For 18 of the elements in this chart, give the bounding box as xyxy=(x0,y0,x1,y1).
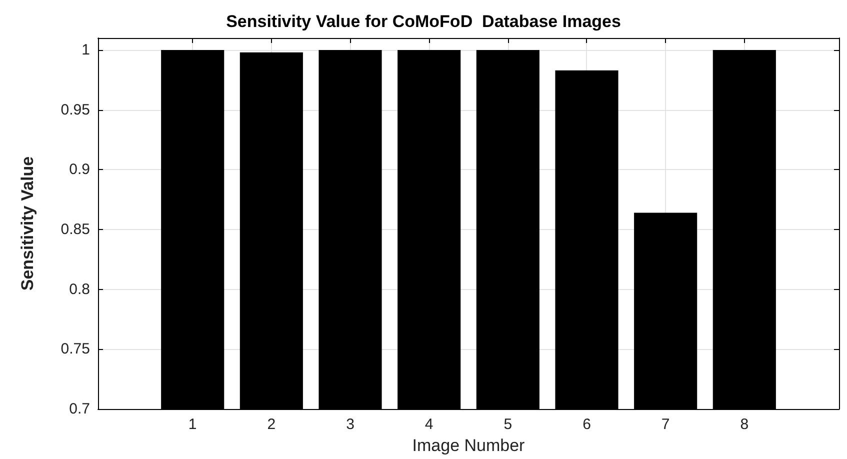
x-tick-label: 8 xyxy=(740,416,749,434)
y-tick-label: 0.8 xyxy=(69,280,90,298)
x-tick-label: 7 xyxy=(661,416,670,434)
chart-title: Sensitivity Value for CoMoFoD Database Images xyxy=(226,12,621,31)
y-tick-label: 0.9 xyxy=(69,161,90,178)
x-tick-label: 2 xyxy=(267,416,276,434)
x-tick-label: 4 xyxy=(424,416,434,434)
y-tick-label: 0.7 xyxy=(69,400,90,418)
x-tick-label: 1 xyxy=(188,416,197,434)
x-tick-label: 6 xyxy=(582,416,591,434)
y-tick-label: 1 xyxy=(82,41,90,58)
y-tick-label: 0.75 xyxy=(60,340,90,358)
x-tick-label: 5 xyxy=(504,416,512,434)
y-axis-title: Sensitivity Value xyxy=(18,156,37,291)
y-tick-label: 0.85 xyxy=(60,221,90,238)
y-tick-label: 0.95 xyxy=(60,101,90,118)
x-tick-label: 3 xyxy=(346,416,354,434)
x-axis-title: Image Number xyxy=(412,436,526,455)
